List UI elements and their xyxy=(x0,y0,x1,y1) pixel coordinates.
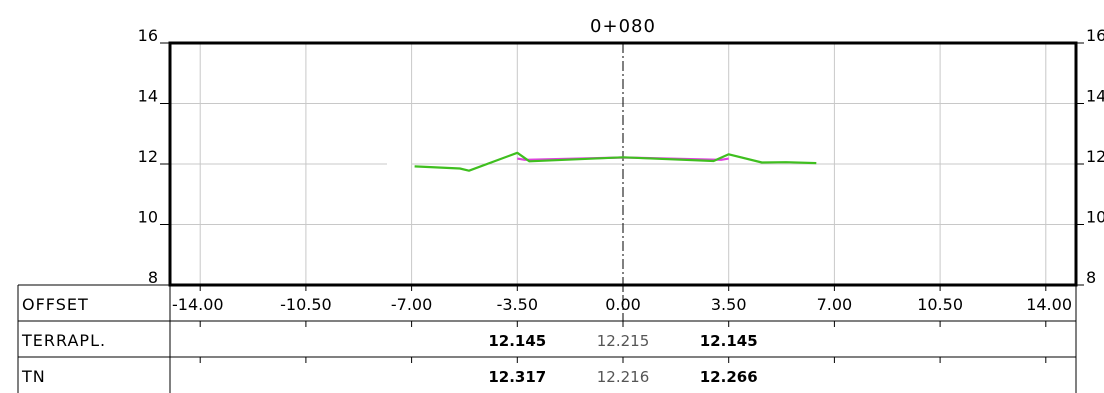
y-tick-label: 14 xyxy=(1086,87,1104,106)
y-tick-label: 14 xyxy=(138,87,158,106)
band-row-label: TERRAPL. xyxy=(21,331,106,350)
band-value: 12.145 xyxy=(488,332,546,350)
y-tick-labels-left: 8 10 12 14 16 xyxy=(138,26,170,287)
y-tick-label: 10 xyxy=(138,208,158,227)
y-tick-label: 12 xyxy=(1086,147,1104,166)
offset-tick-label: 7.00 xyxy=(817,295,853,314)
y-tick-label: 12 xyxy=(138,147,158,166)
y-tick-label: 8 xyxy=(1086,268,1096,287)
offset-tick-label: -14.00 xyxy=(172,295,224,314)
band-value: 12.317 xyxy=(488,368,546,386)
offset-tick-label: 10.50 xyxy=(917,295,963,314)
series-line-tn xyxy=(414,151,817,172)
offset-tick-label: -10.50 xyxy=(280,295,332,314)
band-row-label: TN xyxy=(21,367,46,386)
offset-tick-label: 0.00 xyxy=(605,295,641,314)
offset-tick-label: 3.50 xyxy=(711,295,747,314)
band-row-label: OFFSET xyxy=(22,295,89,314)
band-value: 12.215 xyxy=(597,332,650,350)
band-value: 12.266 xyxy=(700,368,758,386)
station-title: 0+080 xyxy=(590,16,656,37)
y-tick-labels-right: 8 10 12 14 16 xyxy=(1076,26,1104,287)
y-tick-label: 10 xyxy=(1086,208,1104,227)
offset-tick-label: -3.50 xyxy=(497,295,538,314)
offset-tick-label: -7.00 xyxy=(391,295,432,314)
data-band-table: OFFSET TERRAPL. TN -14.00 -10.50 -7.00 -3.50 0.… xyxy=(17,284,1077,393)
y-tick-label: 16 xyxy=(1086,26,1104,45)
y-tick-label: 8 xyxy=(148,268,158,287)
band-value: 12.216 xyxy=(597,368,650,386)
y-tick-label: 16 xyxy=(138,26,158,45)
profile-lines xyxy=(414,151,817,172)
offset-tick-label: 14.00 xyxy=(1026,295,1072,314)
band-value: 12.145 xyxy=(700,332,758,350)
